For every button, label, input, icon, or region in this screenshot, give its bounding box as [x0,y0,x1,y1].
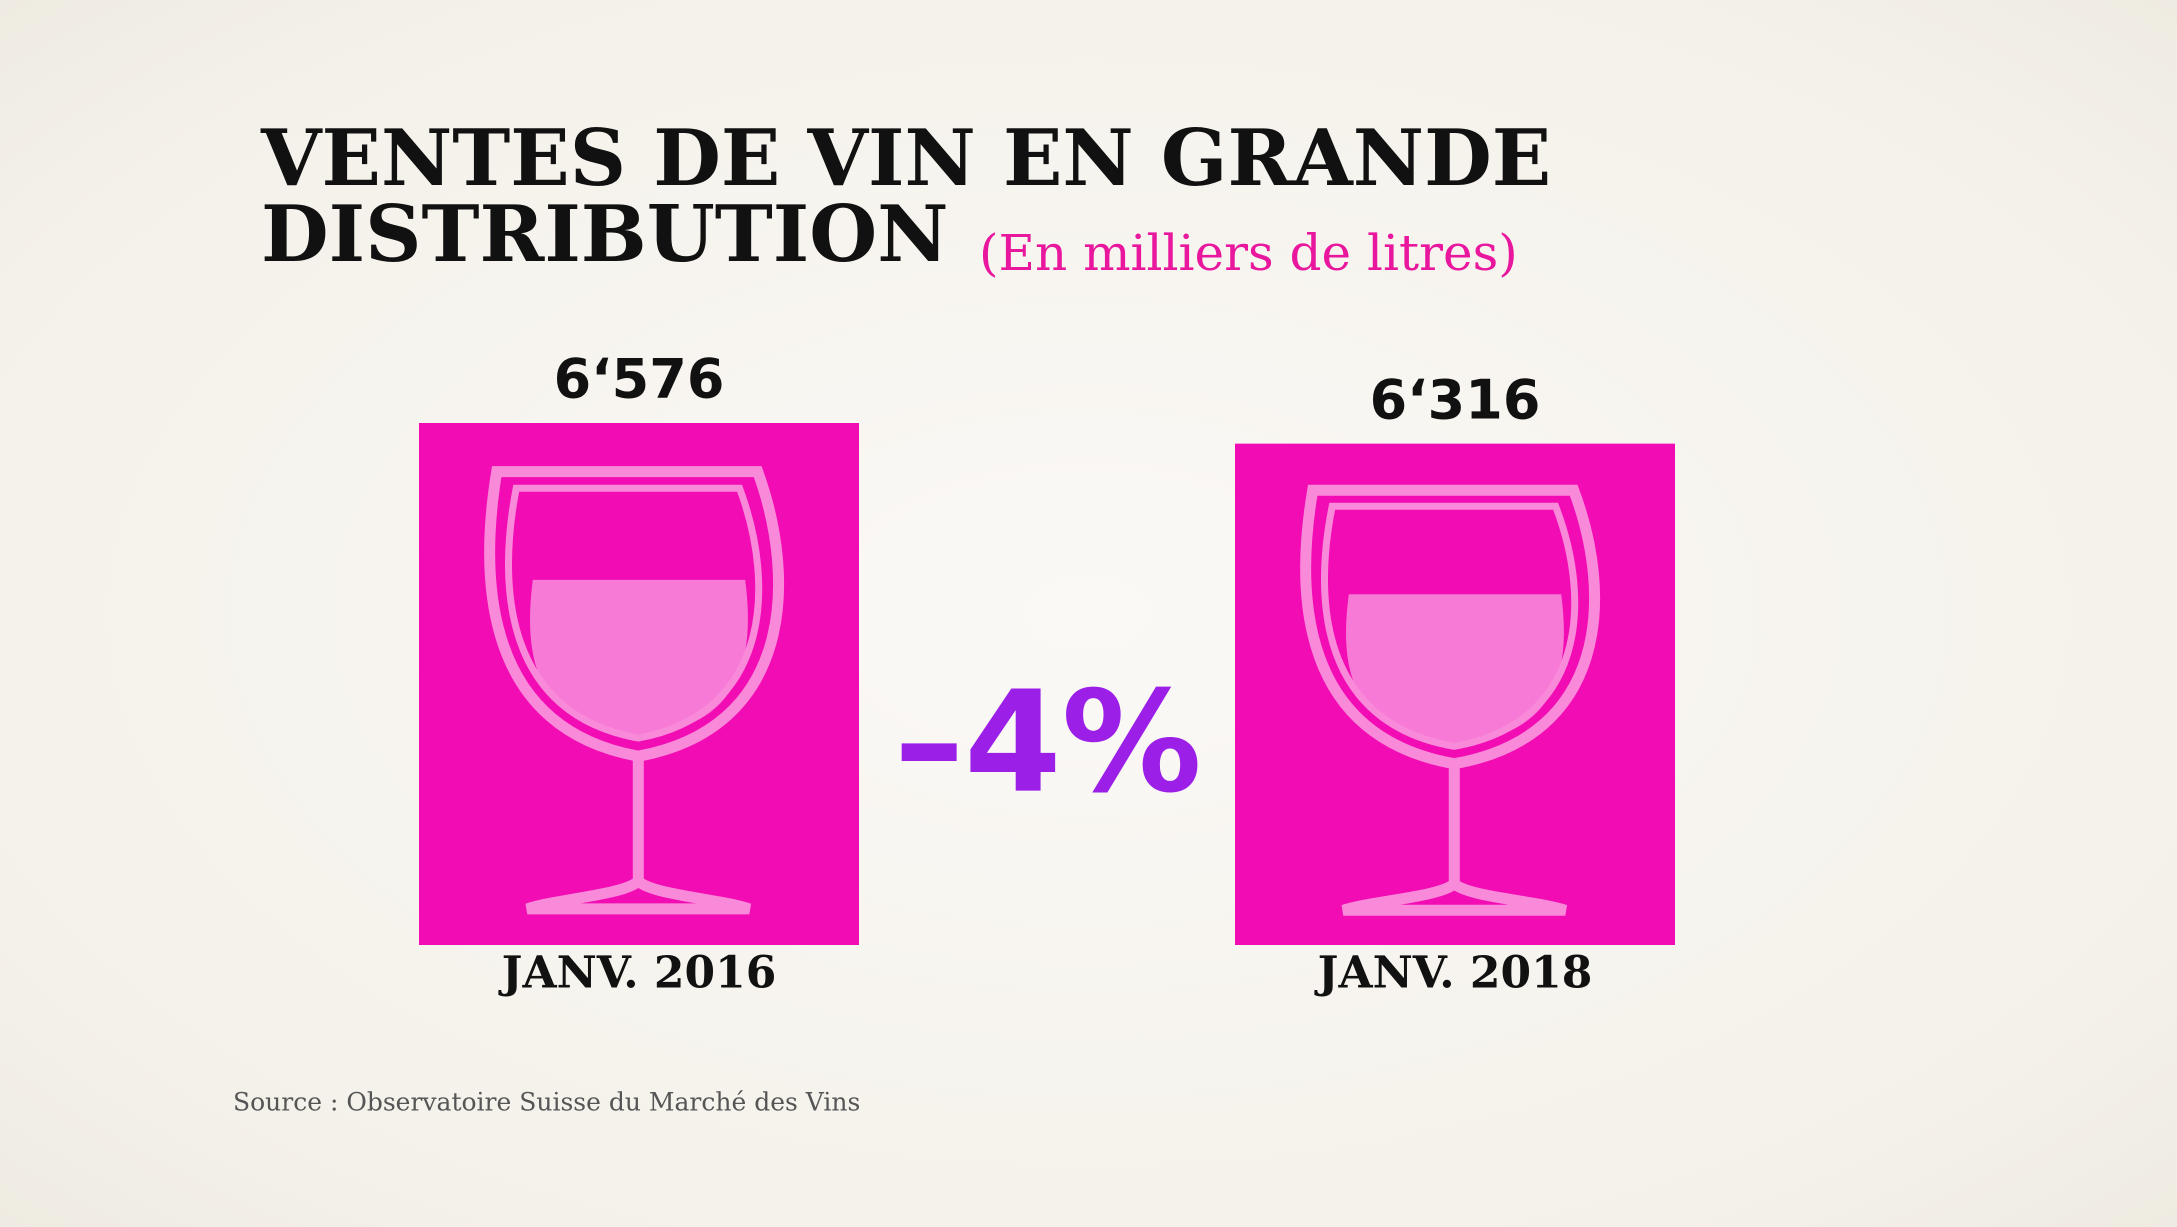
chart-subtitle: (En milliers de litres) [979,224,1518,282]
glass-stem [525,756,752,915]
category-label: JANV. 2016 [498,948,777,999]
glass-stem [1341,763,1568,916]
value-label: 6‘576 [554,348,725,411]
change-annotation: –4% [894,662,1202,825]
glass-inner [1321,502,1579,750]
chart-title: VENTES DE VIN EN GRANDE DISTRIBUTION [260,113,1551,280]
glass-inner [505,484,763,742]
value-label: 6‘316 [1370,368,1541,431]
glass-bowl [1300,484,1601,770]
wine-fill [1346,594,1564,744]
category-label: JANV. 2018 [1314,948,1593,999]
source-note: Source : Observatoire Suisse du Marché d… [233,1088,860,1117]
glass-bowl [484,466,785,762]
wine-fill [530,579,748,736]
